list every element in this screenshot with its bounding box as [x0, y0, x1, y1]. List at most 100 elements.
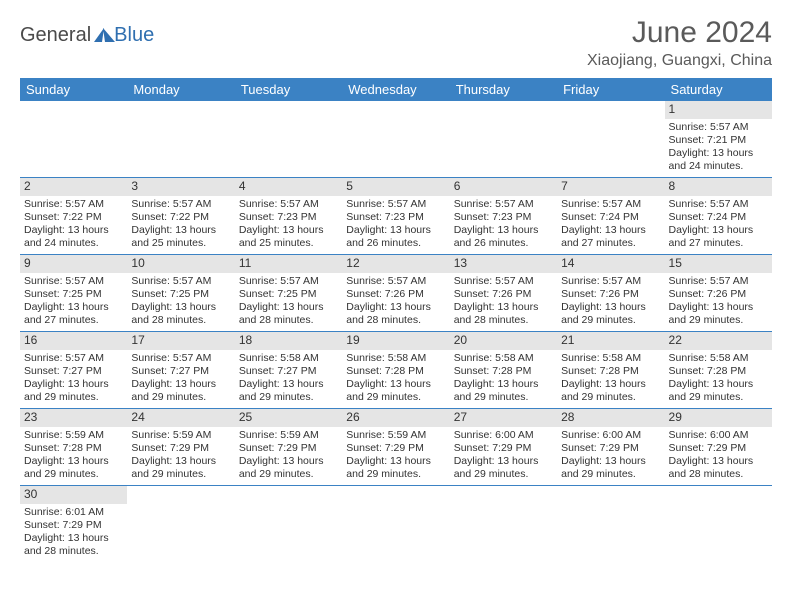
calendar-day-cell: [127, 101, 234, 178]
calendar-day-cell: 22Sunrise: 5:58 AMSunset: 7:28 PMDayligh…: [665, 332, 772, 409]
detail-line: Sunset: 7:27 PM: [131, 365, 230, 378]
calendar-table: Sunday Monday Tuesday Wednesday Thursday…: [20, 78, 772, 563]
calendar-day-cell: 2Sunrise: 5:57 AMSunset: 7:22 PMDaylight…: [20, 178, 127, 255]
detail-line: Sunset: 7:24 PM: [669, 211, 768, 224]
detail-line: Sunset: 7:27 PM: [239, 365, 338, 378]
detail-line: and 29 minutes.: [561, 468, 660, 481]
day-details: Sunrise: 5:58 AMSunset: 7:28 PMDaylight:…: [665, 350, 772, 409]
detail-line: and 28 minutes.: [131, 314, 230, 327]
detail-line: Sunrise: 5:58 AM: [561, 352, 660, 365]
detail-line: Sunrise: 6:00 AM: [561, 429, 660, 442]
detail-line: and 26 minutes.: [346, 237, 445, 250]
detail-line: Sunset: 7:25 PM: [131, 288, 230, 301]
detail-line: and 29 minutes.: [24, 468, 123, 481]
day-details: Sunrise: 5:59 AMSunset: 7:29 PMDaylight:…: [342, 427, 449, 486]
calendar-day-cell: 20Sunrise: 5:58 AMSunset: 7:28 PMDayligh…: [450, 332, 557, 409]
day-number: 27: [450, 409, 557, 427]
detail-line: and 29 minutes.: [24, 391, 123, 404]
detail-line: Sunrise: 5:57 AM: [561, 275, 660, 288]
day-details: Sunrise: 5:57 AMSunset: 7:22 PMDaylight:…: [127, 196, 234, 255]
detail-line: Sunset: 7:23 PM: [239, 211, 338, 224]
detail-line: and 28 minutes.: [346, 314, 445, 327]
calendar-day-cell: [557, 101, 664, 178]
day-number: 14: [557, 255, 664, 273]
weekday-header: Monday: [127, 78, 234, 101]
day-details: Sunrise: 5:58 AMSunset: 7:28 PMDaylight:…: [557, 350, 664, 409]
detail-line: Daylight: 13 hours: [454, 224, 553, 237]
detail-line: Daylight: 13 hours: [669, 378, 768, 391]
day-number: 6: [450, 178, 557, 196]
detail-line: Daylight: 13 hours: [346, 224, 445, 237]
empty-day: [557, 101, 664, 119]
day-details: Sunrise: 5:57 AMSunset: 7:26 PMDaylight:…: [557, 273, 664, 332]
detail-line: and 24 minutes.: [669, 160, 768, 173]
calendar-week-row: 1Sunrise: 5:57 AMSunset: 7:21 PMDaylight…: [20, 101, 772, 178]
weekday-header: Friday: [557, 78, 664, 101]
detail-line: Daylight: 13 hours: [131, 455, 230, 468]
detail-line: Daylight: 13 hours: [454, 455, 553, 468]
detail-line: and 28 minutes.: [239, 314, 338, 327]
detail-line: and 29 minutes.: [669, 314, 768, 327]
detail-line: Sunset: 7:28 PM: [669, 365, 768, 378]
detail-line: Sunset: 7:28 PM: [346, 365, 445, 378]
calendar-day-cell: 18Sunrise: 5:58 AMSunset: 7:27 PMDayligh…: [235, 332, 342, 409]
calendar-day-cell: 15Sunrise: 5:57 AMSunset: 7:26 PMDayligh…: [665, 255, 772, 332]
detail-line: Sunset: 7:27 PM: [24, 365, 123, 378]
day-number: 2: [20, 178, 127, 196]
detail-line: Daylight: 13 hours: [561, 455, 660, 468]
calendar-week-row: 9Sunrise: 5:57 AMSunset: 7:25 PMDaylight…: [20, 255, 772, 332]
calendar-day-cell: 23Sunrise: 5:59 AMSunset: 7:28 PMDayligh…: [20, 409, 127, 486]
detail-line: and 25 minutes.: [131, 237, 230, 250]
calendar-day-cell: 17Sunrise: 5:57 AMSunset: 7:27 PMDayligh…: [127, 332, 234, 409]
logo-sail-icon: [103, 28, 115, 42]
weekday-header: Saturday: [665, 78, 772, 101]
calendar-day-cell: [235, 101, 342, 178]
detail-line: Daylight: 13 hours: [131, 224, 230, 237]
day-details: Sunrise: 5:57 AMSunset: 7:26 PMDaylight:…: [450, 273, 557, 332]
day-details: Sunrise: 5:58 AMSunset: 7:28 PMDaylight:…: [450, 350, 557, 409]
detail-line: Sunset: 7:26 PM: [669, 288, 768, 301]
detail-line: Sunset: 7:23 PM: [454, 211, 553, 224]
day-number: 28: [557, 409, 664, 427]
weekday-header: Tuesday: [235, 78, 342, 101]
day-number: 26: [342, 409, 449, 427]
day-details: Sunrise: 5:57 AMSunset: 7:22 PMDaylight:…: [20, 196, 127, 255]
day-details: Sunrise: 5:58 AMSunset: 7:28 PMDaylight:…: [342, 350, 449, 409]
detail-line: Sunset: 7:29 PM: [561, 442, 660, 455]
detail-line: Sunset: 7:24 PM: [561, 211, 660, 224]
day-details: Sunrise: 5:57 AMSunset: 7:25 PMDaylight:…: [20, 273, 127, 332]
calendar-day-cell: 30Sunrise: 6:01 AMSunset: 7:29 PMDayligh…: [20, 486, 127, 563]
detail-line: Sunset: 7:22 PM: [24, 211, 123, 224]
detail-line: Sunrise: 5:57 AM: [561, 198, 660, 211]
detail-line: Sunrise: 5:59 AM: [239, 429, 338, 442]
month-title: June 2024: [587, 16, 772, 50]
day-details: Sunrise: 5:57 AMSunset: 7:26 PMDaylight:…: [342, 273, 449, 332]
day-details: Sunrise: 5:59 AMSunset: 7:29 PMDaylight:…: [127, 427, 234, 486]
detail-line: Sunset: 7:26 PM: [561, 288, 660, 301]
empty-day: [127, 101, 234, 119]
detail-line: Daylight: 13 hours: [561, 224, 660, 237]
detail-line: Sunset: 7:29 PM: [669, 442, 768, 455]
calendar-day-cell: [665, 486, 772, 563]
detail-line: Sunrise: 5:58 AM: [669, 352, 768, 365]
day-number: 5: [342, 178, 449, 196]
detail-line: and 29 minutes.: [131, 391, 230, 404]
day-number: 16: [20, 332, 127, 350]
day-number: 29: [665, 409, 772, 427]
calendar-week-row: 2Sunrise: 5:57 AMSunset: 7:22 PMDaylight…: [20, 178, 772, 255]
calendar-day-cell: 16Sunrise: 5:57 AMSunset: 7:27 PMDayligh…: [20, 332, 127, 409]
logo: General Blue: [20, 24, 154, 47]
detail-line: Daylight: 13 hours: [454, 301, 553, 314]
calendar-day-cell: 7 Sunrise: 5:57 AMSunset: 7:24 PMDaylight…: [557, 178, 664, 255]
detail-line: and 29 minutes.: [239, 391, 338, 404]
detail-line: Sunrise: 6:01 AM: [24, 506, 123, 519]
day-number: 17: [127, 332, 234, 350]
detail-line: Daylight: 13 hours: [454, 378, 553, 391]
day-details: Sunrise: 5:57 AMSunset: 7:25 PMDaylight:…: [127, 273, 234, 332]
day-details: Sunrise: 5:59 AMSunset: 7:28 PMDaylight:…: [20, 427, 127, 486]
day-details: Sunrise: 5:57 AMSunset: 7:24 PMDaylight:…: [665, 196, 772, 255]
day-number: 7: [557, 178, 664, 196]
detail-line: and 27 minutes.: [561, 237, 660, 250]
day-details: Sunrise: 6:01 AMSunset: 7:29 PMDaylight:…: [20, 504, 127, 563]
calendar-week-row: 30Sunrise: 6:01 AMSunset: 7:29 PMDayligh…: [20, 486, 772, 563]
